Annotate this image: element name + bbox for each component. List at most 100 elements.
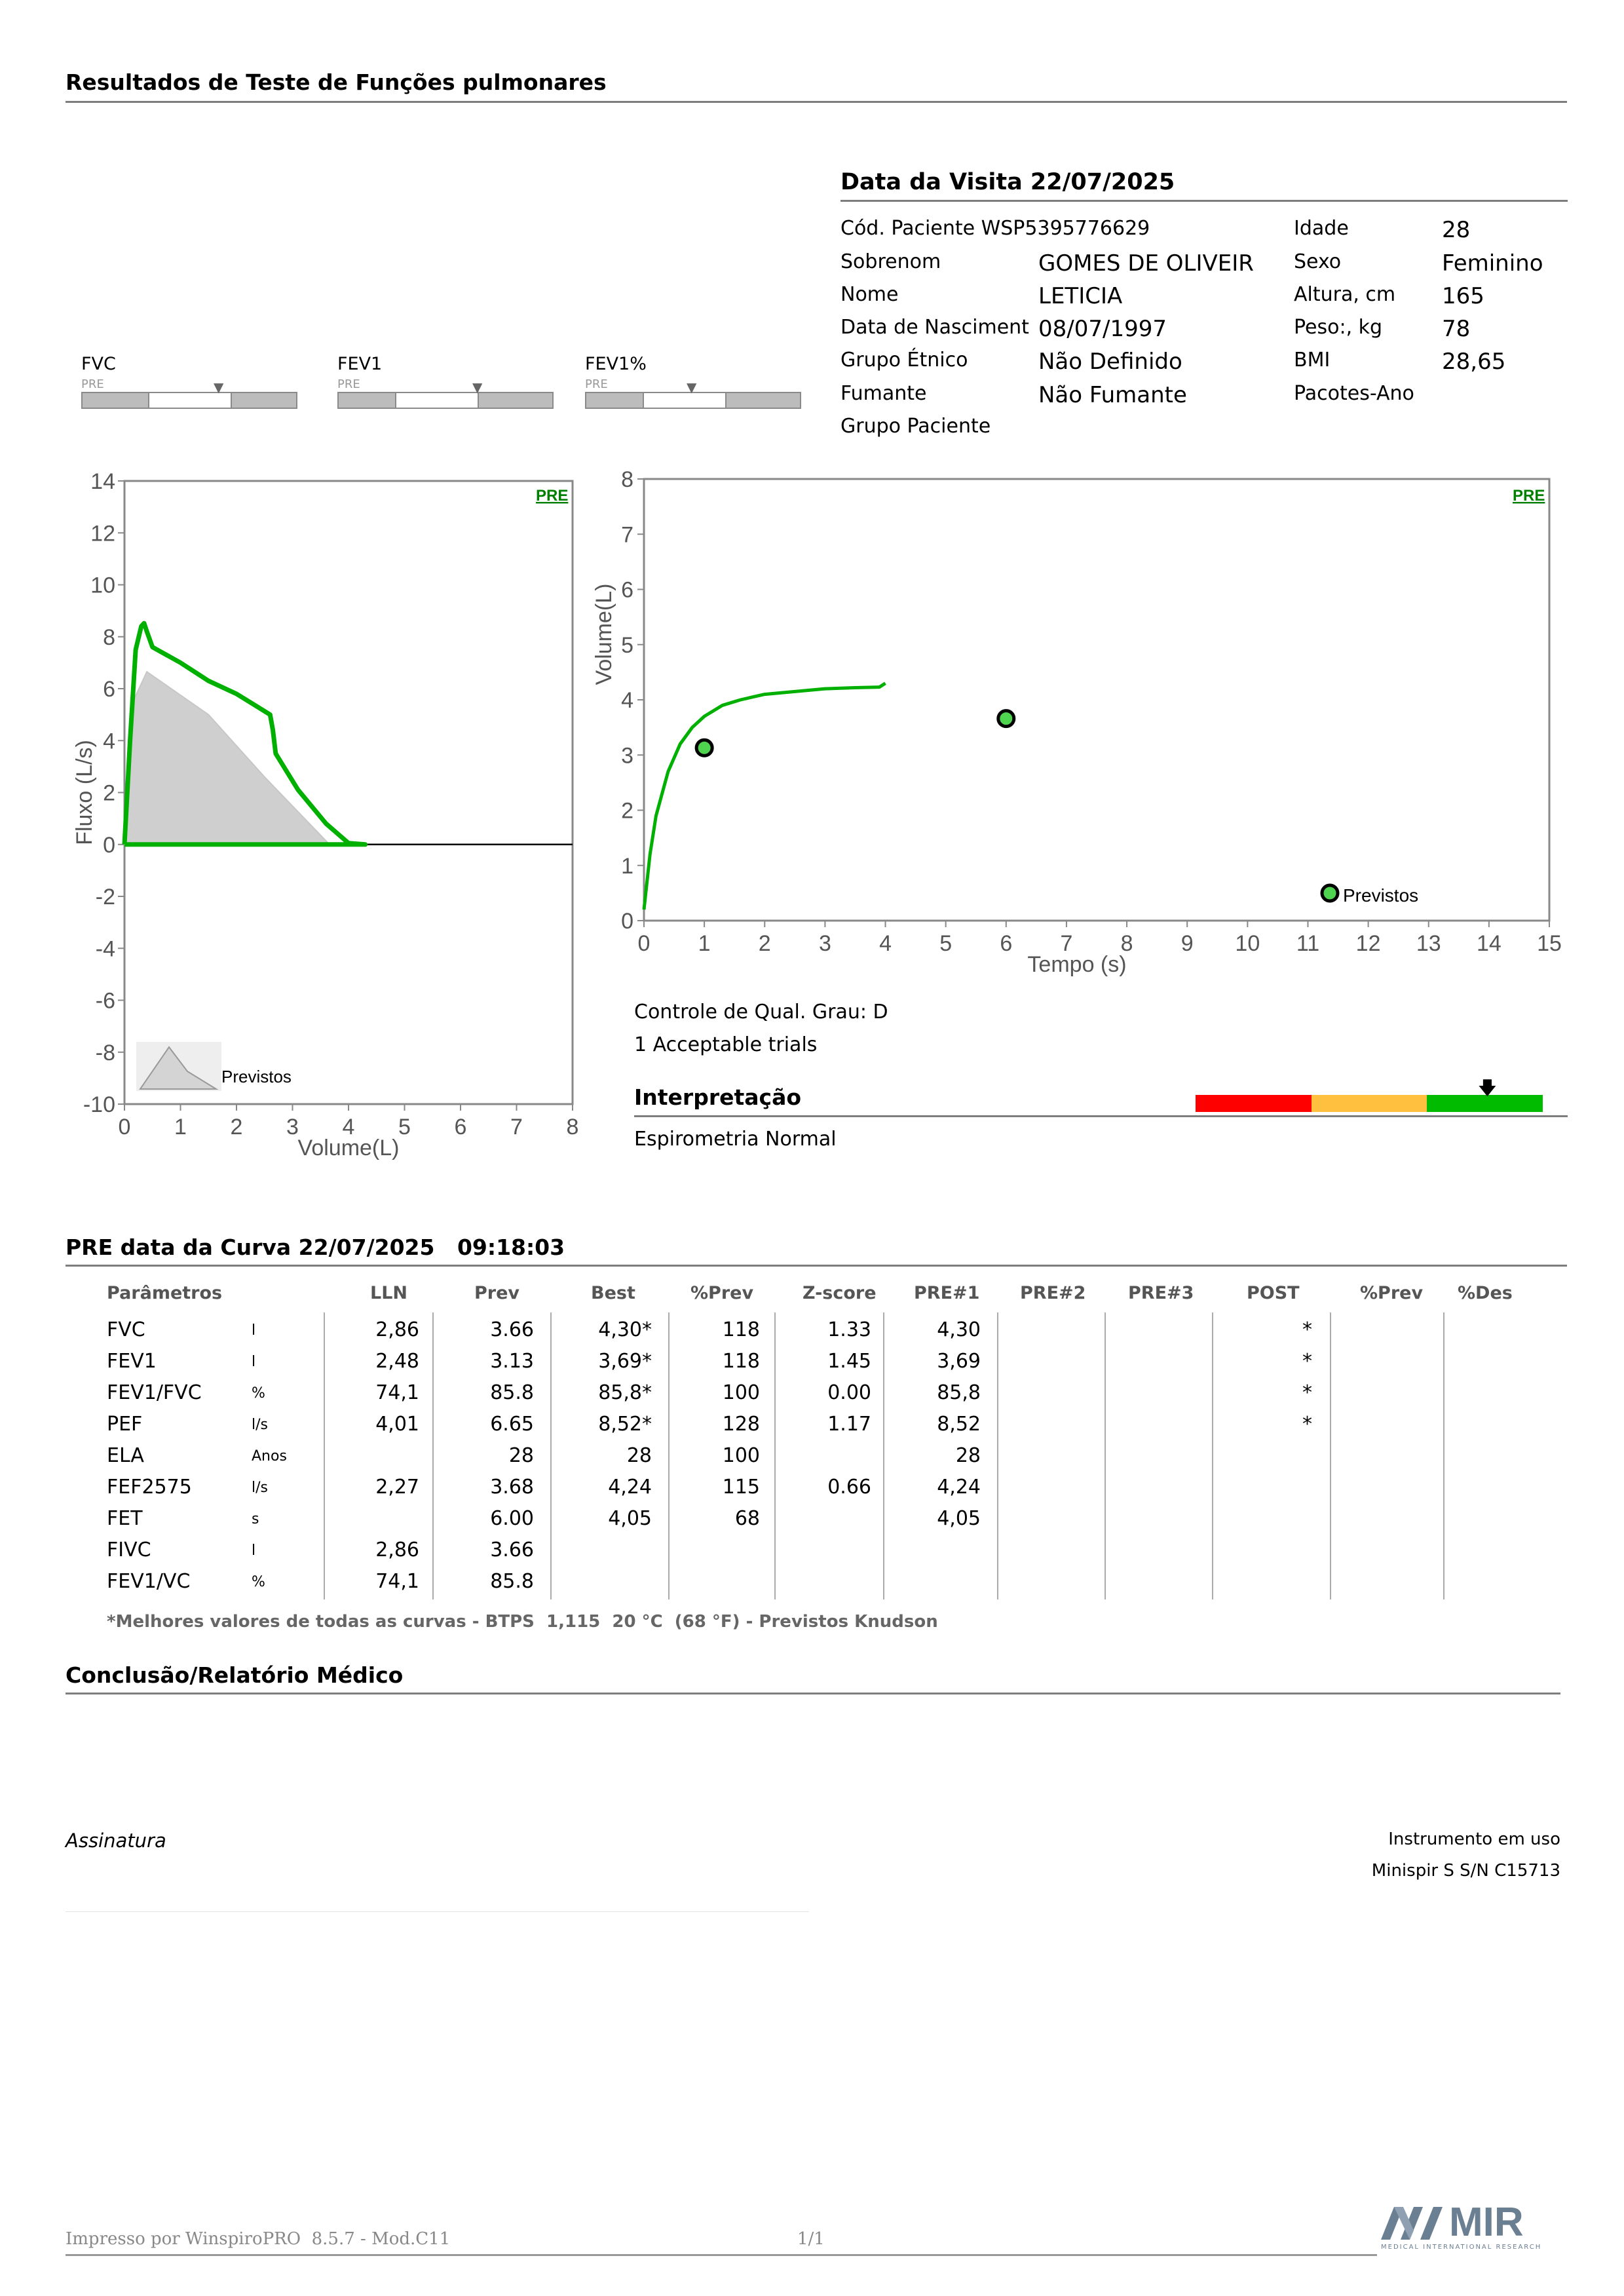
- volume-time-curve: [642, 681, 886, 910]
- x-tick-label: 6: [455, 1115, 467, 1139]
- param-name: FEF2575: [107, 1476, 192, 1499]
- param-name: FIVC: [107, 1539, 151, 1561]
- scale-red: [1196, 1095, 1312, 1112]
- prev-cell: 3.13: [490, 1350, 534, 1373]
- logo-text: MIR: [1449, 2200, 1524, 2245]
- y-tick-label: 0: [103, 833, 115, 858]
- x-tick-label: 10: [1235, 931, 1260, 956]
- x-tick-label: 0: [638, 931, 651, 956]
- surname-label: Sobrenom: [840, 250, 941, 273]
- weight-value: 78: [1442, 316, 1471, 342]
- name-label: Nome: [840, 283, 899, 306]
- indicator-label: FVC: [81, 354, 116, 374]
- param-unit: Anos: [252, 1448, 287, 1464]
- best-cell: 4,30*: [598, 1318, 652, 1341]
- sex-label: Sexo: [1294, 250, 1342, 273]
- param-unit: l: [252, 1542, 256, 1559]
- post-cell: *: [1302, 1381, 1312, 1404]
- y-tick-label: 8: [103, 625, 115, 650]
- bmi-label: BMI: [1294, 349, 1331, 372]
- param-unit: l/s: [252, 1480, 268, 1496]
- plot-frame: [123, 480, 574, 1105]
- y-tick-label: 6: [621, 578, 633, 603]
- param-name: FVC: [107, 1318, 145, 1341]
- age-value: 28: [1442, 217, 1471, 243]
- y-tick-label: 6: [103, 677, 115, 702]
- x-tick-label: 5: [398, 1115, 411, 1139]
- predicted-point: [694, 738, 714, 757]
- param-unit: s: [252, 1511, 259, 1527]
- y-tick-label: 7: [621, 522, 633, 547]
- lln-cell: 2,27: [375, 1476, 419, 1499]
- pprev-cell: 68: [734, 1507, 760, 1530]
- patient-id-label: Cód. Paciente WSP5395776629: [840, 217, 1150, 240]
- pre1-cell: 85,8: [937, 1381, 981, 1404]
- indicator-sub: PRE: [585, 377, 608, 391]
- predicted-area: [123, 670, 331, 845]
- x-axis-label: Tempo (s): [1027, 952, 1126, 977]
- y-tick-label: 14: [90, 469, 115, 494]
- header-pre2: PRE#2: [1020, 1283, 1086, 1303]
- lln-cell: 4,01: [375, 1413, 419, 1436]
- y-tick-label: 0: [621, 909, 633, 934]
- x-tick-label: 4: [343, 1115, 355, 1139]
- indicator-label: FEV1: [337, 354, 383, 374]
- legend-swatch: [139, 1046, 219, 1090]
- best-cell: 85,8*: [598, 1381, 652, 1404]
- param-name: FEV1: [107, 1350, 157, 1373]
- arrow-down-icon: ▼: [214, 379, 224, 395]
- surname-value: GOMES DE OLIVEIR: [1038, 250, 1254, 277]
- birthdate-label: Data de Nasciment: [840, 316, 1029, 339]
- smoker-label: Fumante: [840, 382, 927, 405]
- header-best: Best: [591, 1283, 635, 1303]
- name-value: LETICIA: [1038, 283, 1123, 309]
- prev-cell: 28: [508, 1444, 534, 1467]
- arrow-down-icon: ▼: [472, 379, 483, 395]
- pre1-cell: 8,52: [937, 1413, 981, 1436]
- mir-logo-icon: [1381, 2207, 1443, 2240]
- header-pre1: PRE#1: [914, 1283, 980, 1303]
- z-cell: 1.45: [827, 1350, 871, 1373]
- interpretation-title: Interpretação: [634, 1084, 802, 1110]
- x-axis-label: Volume(L): [298, 1136, 400, 1160]
- y-tick-label: 4: [621, 688, 633, 713]
- x-tick-label: 14: [1477, 931, 1501, 956]
- x-tick-label: 4: [879, 931, 892, 956]
- lln-cell: 2,48: [375, 1350, 419, 1373]
- pprev-cell: 128: [722, 1413, 760, 1436]
- scale-marker-icon: 🡇: [1478, 1077, 1497, 1099]
- prev-cell: 6.00: [490, 1507, 534, 1530]
- conclusion-divider: [66, 1693, 1560, 1694]
- y-tick-label: 1: [621, 854, 633, 879]
- lln-cell: 74,1: [375, 1381, 419, 1404]
- prev-cell: 3.66: [490, 1318, 534, 1341]
- scale-yellow: [1311, 1095, 1427, 1112]
- x-tick-label: 2: [231, 1115, 243, 1139]
- pre1-cell: 3,69: [937, 1350, 981, 1373]
- indicator-sub: PRE: [81, 377, 104, 391]
- y-tick-label: 2: [621, 799, 633, 824]
- birthdate-value: 08/07/1997: [1038, 316, 1167, 342]
- title-divider: [66, 101, 1567, 103]
- x-tick-label: 3: [819, 931, 831, 956]
- x-tick-label: 6: [1000, 931, 1012, 956]
- patient-group-label: Grupo Paciente: [840, 415, 991, 438]
- legend-label: Previstos: [1343, 885, 1418, 906]
- pprev-cell: 115: [722, 1476, 760, 1499]
- x-tick-label: 7: [510, 1115, 523, 1139]
- visit-divider: [840, 200, 1568, 202]
- z-cell: 0.00: [827, 1381, 871, 1404]
- header-pprev2: %Prev: [1360, 1283, 1424, 1303]
- mir-logo: MIR MEDICAL INTERNATIONAL RESEARCH: [1381, 2200, 1564, 2255]
- pprev-cell: 118: [722, 1318, 760, 1341]
- arrow-down-icon: ▼: [687, 379, 697, 395]
- prev-cell: 85.8: [490, 1570, 534, 1593]
- param-name: ELA: [107, 1444, 144, 1467]
- param-unit: l: [252, 1322, 256, 1339]
- x-tick-label: 1: [698, 931, 711, 956]
- y-axis-label: Fluxo (L/s): [72, 740, 97, 845]
- y-tick-label: -6: [96, 989, 115, 1014]
- lln-cell: 2,86: [375, 1539, 419, 1561]
- param-unit: l: [252, 1354, 256, 1370]
- pre1-cell: 4,24: [937, 1476, 981, 1499]
